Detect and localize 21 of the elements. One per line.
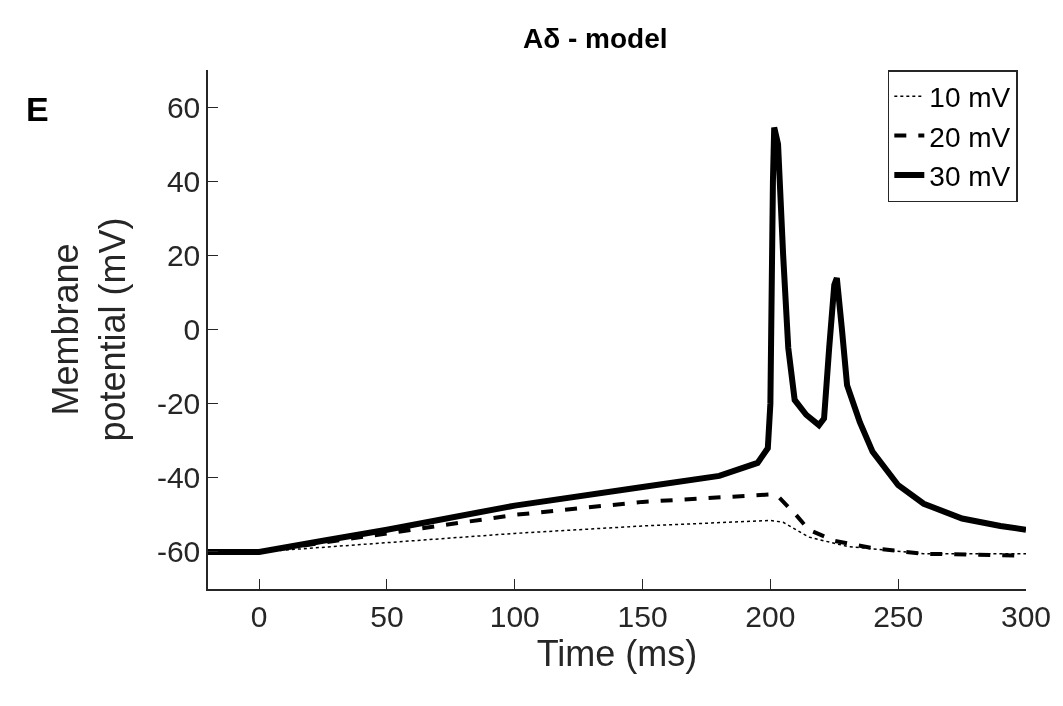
x-tick-label: 100 [489,599,540,633]
y-tick-label: -60 [156,535,201,569]
legend-label: 20 mV [929,121,1011,153]
x-axis-title: Time (ms) [536,632,698,674]
legend-label: 30 mV [929,160,1011,192]
y-tick-label: -20 [156,387,201,421]
x-tick-label: 300 [1000,599,1052,633]
x-tick-label: 150 [617,599,668,633]
legend-label: 10 mV [929,82,1011,114]
x-tick-label: 200 [745,599,796,633]
chart-title: Aδ - model [523,22,668,54]
text: E [26,90,49,128]
x-tick-label: 0 [250,599,268,633]
y-tick-label: -40 [156,461,201,495]
y-tick-label: 20 [166,238,201,272]
x-tick-label: 50 [370,599,404,633]
y-axis-title: Membrane potential (mV) [45,217,134,442]
y-tick-label: 60 [166,90,201,124]
x-tick-label: 250 [873,599,924,633]
y-tick-label: 0 [183,313,201,346]
y-tick-label: 40 [166,164,201,198]
